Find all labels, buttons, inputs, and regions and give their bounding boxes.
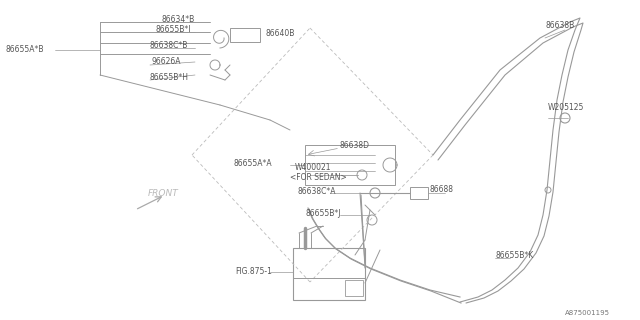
Text: 86655A*B: 86655A*B xyxy=(5,45,44,54)
Text: 86655B*J: 86655B*J xyxy=(305,210,340,219)
Bar xyxy=(305,145,395,185)
Text: 86640B: 86640B xyxy=(265,28,294,37)
Text: W205125: W205125 xyxy=(548,103,584,113)
Text: 86638C*A: 86638C*A xyxy=(298,188,337,196)
Text: W400021: W400021 xyxy=(295,164,332,172)
Text: 86655B*I: 86655B*I xyxy=(155,26,191,35)
Text: 86634*B: 86634*B xyxy=(162,15,195,25)
Text: 86655B*K: 86655B*K xyxy=(496,252,534,260)
Text: 86688: 86688 xyxy=(430,186,454,195)
Text: 86655A*A: 86655A*A xyxy=(233,158,271,167)
Bar xyxy=(230,28,260,42)
Text: 86638C*B: 86638C*B xyxy=(150,42,188,51)
Bar xyxy=(345,280,363,296)
Text: 86655B*H: 86655B*H xyxy=(150,74,189,83)
Text: 96626A: 96626A xyxy=(152,58,182,67)
Bar xyxy=(410,187,428,199)
Text: 86638D: 86638D xyxy=(340,141,370,150)
Text: FIG.875-1: FIG.875-1 xyxy=(235,268,272,276)
Bar xyxy=(293,248,365,300)
Text: <FOR SEDAN>: <FOR SEDAN> xyxy=(290,173,347,182)
Text: FRONT: FRONT xyxy=(148,189,179,198)
Text: 86638B: 86638B xyxy=(545,21,574,30)
Text: A875001195: A875001195 xyxy=(565,310,610,316)
